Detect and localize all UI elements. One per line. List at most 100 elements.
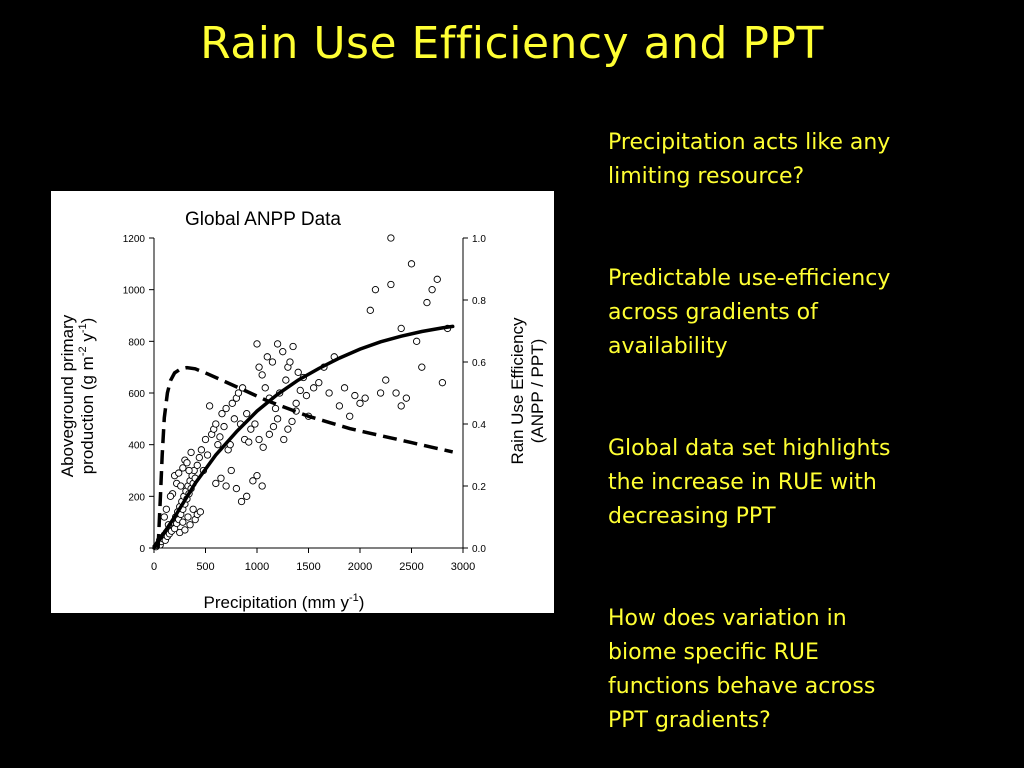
svg-text:(ANPP / PPT): (ANPP / PPT) <box>528 339 547 444</box>
data-point <box>288 417 296 426</box>
data-point <box>387 280 395 289</box>
data-point <box>185 466 193 475</box>
data-point <box>255 363 263 371</box>
bullet-line: Global data set highlights <box>608 436 891 461</box>
data-point <box>201 435 210 444</box>
bullet-line: the increase in RUE with <box>608 470 877 495</box>
data-point <box>346 412 354 420</box>
data-point <box>397 324 405 333</box>
x-tick-label: 1000 <box>245 561 269 573</box>
y-tick-label: 800 <box>128 337 145 348</box>
data-point <box>282 376 290 384</box>
data-point <box>237 497 246 506</box>
chart-panel: 0 500 1000 1500 2000 2500 3000 0 200 400 600 800 100… <box>51 191 554 613</box>
data-point <box>371 286 380 294</box>
data-point <box>232 484 241 493</box>
data-point <box>428 286 436 294</box>
data-point <box>397 402 405 410</box>
data-point <box>259 443 267 451</box>
bullet-line: availability <box>608 334 728 359</box>
data-point <box>212 479 220 488</box>
data-point <box>230 415 238 423</box>
x-tick-label: 0 <box>151 561 157 573</box>
data-point <box>196 508 205 516</box>
data-point <box>261 384 269 392</box>
x-tick-label: 2500 <box>399 561 423 573</box>
data-point <box>186 521 194 529</box>
data-point <box>162 505 171 513</box>
data-point <box>387 234 395 242</box>
data-point <box>294 368 302 376</box>
data-point <box>268 358 277 366</box>
data-point <box>340 384 349 392</box>
data-point <box>382 376 390 384</box>
data-point <box>228 399 236 407</box>
data-point <box>279 348 287 356</box>
data-point <box>361 394 369 402</box>
data-point <box>263 353 271 361</box>
y-tick-label: 1000 <box>123 286 146 297</box>
data-point <box>423 298 431 307</box>
data-point <box>249 477 257 485</box>
data-point <box>433 275 441 283</box>
data-point <box>407 260 416 268</box>
bullet-line: functions behave across <box>608 674 876 699</box>
data-point <box>203 451 212 459</box>
data-point <box>251 420 259 428</box>
svg-text:production (g m-2 y-1): production (g m-2 y-1) <box>77 318 97 475</box>
bullet-4: How does variation in biome specific RUE… <box>608 602 1008 738</box>
bullet-1: Precipitation acts like any limiting res… <box>608 126 1008 194</box>
data-point <box>255 435 263 444</box>
data-point <box>197 446 206 454</box>
bullet-line: How does variation in <box>608 606 847 631</box>
data-point <box>418 363 426 371</box>
bullet-line: biome specific RUE <box>608 640 819 665</box>
data-point <box>187 448 195 457</box>
data-point <box>181 526 189 534</box>
data-point <box>189 505 197 513</box>
data-point <box>438 379 447 387</box>
data-point <box>309 384 318 392</box>
data-point <box>366 306 374 314</box>
x-tick-label: 500 <box>196 561 214 573</box>
data-point <box>253 340 261 348</box>
data-point <box>302 391 311 400</box>
data-point <box>402 394 410 402</box>
y2-tick-label: 0.0 <box>472 544 486 555</box>
x-axis-label: Precipitation (mm y-1) <box>204 592 365 612</box>
bullet-line: Precipitation acts like any <box>608 130 891 155</box>
y2-axis-label: Rain Use Efficiency (ANPP / PPT) <box>508 317 547 465</box>
data-point <box>179 518 187 526</box>
y-axis-label: Aboveground primary production (g m-2 y-… <box>58 314 97 477</box>
data-point <box>175 469 183 477</box>
y2-tick-label: 0.2 <box>472 482 486 493</box>
data-point <box>376 389 385 397</box>
bullet-line: limiting resource? <box>608 164 805 189</box>
data-point <box>166 492 175 500</box>
data-point <box>335 402 344 410</box>
bullet-3: Global data set highlights the increase … <box>608 432 1008 534</box>
slide-title: Rain Use Efficiency and PPT <box>200 18 824 69</box>
data-point <box>258 482 266 490</box>
data-point <box>243 492 251 500</box>
data-point <box>356 399 364 407</box>
data-point <box>273 340 282 348</box>
data-point <box>195 453 203 462</box>
data-point <box>292 399 300 407</box>
bullet-2: Predictable use-efficiency across gradie… <box>608 262 1008 364</box>
data-point <box>216 433 224 441</box>
data-point <box>284 425 292 433</box>
y2-tick-label: 1.0 <box>472 234 486 245</box>
anpp-fit-curve <box>152 324 455 550</box>
y2-tick-label: 0.6 <box>472 358 486 369</box>
y-tick-label: 400 <box>128 441 145 452</box>
y-tick-label: 0 <box>139 544 145 555</box>
bullet-line: across gradients of <box>608 300 818 325</box>
chart-title: Global ANPP Data <box>185 209 341 230</box>
data-point <box>183 459 191 467</box>
data-point <box>193 461 201 469</box>
y2-tick-label: 0.4 <box>472 420 486 431</box>
data-point <box>325 389 333 397</box>
data-point <box>160 513 168 521</box>
data-point <box>214 441 222 449</box>
